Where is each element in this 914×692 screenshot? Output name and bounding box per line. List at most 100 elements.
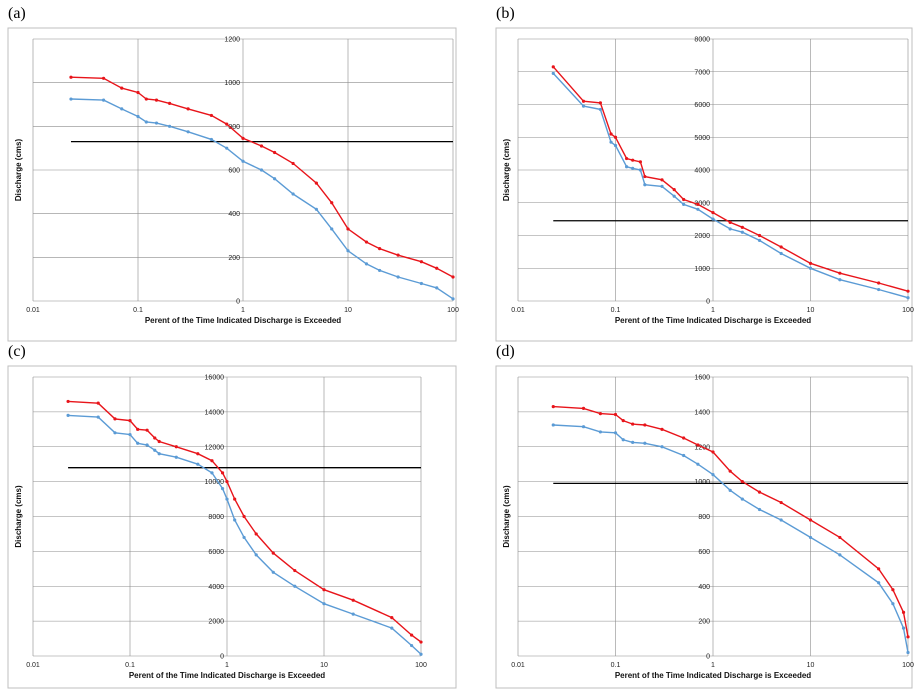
series-2-point [242, 535, 246, 540]
series-2-point [779, 518, 783, 522]
series-2-point [314, 207, 318, 211]
series-2-point [210, 471, 214, 475]
series-1-point [390, 616, 394, 620]
series-2-point [378, 268, 382, 273]
series-2-point [711, 473, 715, 477]
series-2-point [451, 297, 455, 301]
series-1-point [144, 97, 148, 101]
series-2-line [70, 98, 454, 300]
series-2-point [660, 445, 664, 449]
series-2-point [153, 448, 157, 452]
series-2-point [581, 104, 586, 108]
series-2-point [581, 425, 586, 429]
y-tick-label: 6000 [694, 102, 710, 109]
y-tick-label: 2000 [694, 233, 710, 240]
series-2-point [96, 415, 100, 419]
series-2-point [435, 286, 439, 290]
x-tick-label: 10 [807, 662, 815, 669]
series-2-point [364, 262, 369, 266]
series-2-point [259, 168, 264, 172]
series-2-point [220, 487, 225, 491]
series-1-point [660, 427, 664, 431]
y-tick-label: 6000 [208, 549, 224, 556]
y-tick-label: 1400 [694, 409, 710, 416]
series-2-point [643, 441, 647, 445]
series-1-point [906, 289, 910, 293]
series-1-point [696, 443, 700, 447]
series-2-point [419, 652, 423, 656]
series-1-point [638, 160, 642, 164]
series-2-point [66, 413, 70, 417]
series-1-point [682, 197, 686, 202]
series-1-point [757, 490, 762, 494]
series-2-point [728, 488, 732, 492]
series-2-point [613, 143, 618, 148]
series-2-point [113, 431, 117, 435]
series-1-point [233, 497, 237, 501]
series-2-point [625, 165, 629, 169]
series-2-point [144, 120, 148, 124]
y-tick-label: 5000 [694, 135, 710, 142]
series-1-line [68, 400, 422, 643]
series-1-point [396, 253, 400, 257]
series-2-point [196, 462, 200, 466]
series-1-point [711, 450, 715, 454]
series-2-point [696, 462, 700, 466]
x-axis-title: Perent of the Time Indicated Discharge i… [145, 316, 341, 325]
y-tick-label: 600 [698, 549, 710, 556]
series-2-point [419, 281, 423, 286]
series-1-point [220, 471, 225, 475]
x-axis-title: Perent of the Time Indicated Discharge i… [615, 316, 811, 325]
series-2-point [740, 230, 744, 234]
panel-label-c: (c) [8, 343, 26, 360]
x-tick-label: 10 [320, 662, 328, 669]
series-2-point [638, 168, 642, 172]
series-1-point [808, 518, 813, 522]
series-2-point [136, 114, 140, 119]
series-1-point [740, 225, 744, 229]
series-2-point [273, 177, 277, 181]
y-tick-label: 14000 [205, 409, 225, 416]
series-2-line [68, 414, 422, 655]
series-2-point [838, 553, 842, 557]
series-1-point [225, 480, 229, 484]
series-1-point [271, 551, 275, 555]
series-2-line [552, 72, 909, 299]
x-tick-label: 100 [447, 307, 459, 314]
series-2-point [613, 431, 618, 435]
series-1-point [154, 98, 159, 102]
series-2-point [808, 535, 813, 540]
series-1-point [378, 247, 382, 251]
series-2-point [154, 121, 159, 125]
series-1-line [70, 76, 454, 278]
series-2-point [390, 626, 394, 630]
series-2-point [271, 570, 275, 574]
series-1-point [740, 480, 744, 484]
series-2-point [682, 202, 686, 206]
series-1-point [613, 412, 618, 417]
y-tick-label: 8000 [694, 37, 710, 44]
series-1-point [728, 469, 732, 473]
series-1-point [145, 428, 149, 432]
series-1-point [877, 567, 881, 571]
series-1-point [598, 101, 602, 105]
x-tick-label: 100 [902, 662, 914, 669]
series-2-point [396, 275, 400, 279]
y-axis-title: Discharge (cms) [502, 139, 511, 202]
series-2-point [346, 249, 350, 253]
x-tick-label: 0.1 [611, 662, 621, 669]
series-1-point [101, 76, 106, 80]
series-1-point [254, 532, 258, 536]
series-1-point [113, 417, 117, 421]
series-1-point [696, 202, 700, 206]
series-1-point [291, 161, 295, 166]
series-2-point [174, 455, 178, 459]
y-axis-title: Discharge (cms) [14, 139, 23, 202]
series-2-point [757, 507, 762, 512]
panel-label-b: (b) [496, 5, 515, 22]
series-1-point [128, 418, 132, 423]
x-tick-label: 0.1 [125, 662, 135, 669]
series-2-point [409, 643, 414, 648]
y-tick-label: 2000 [208, 619, 224, 626]
series-1-point [779, 500, 783, 505]
